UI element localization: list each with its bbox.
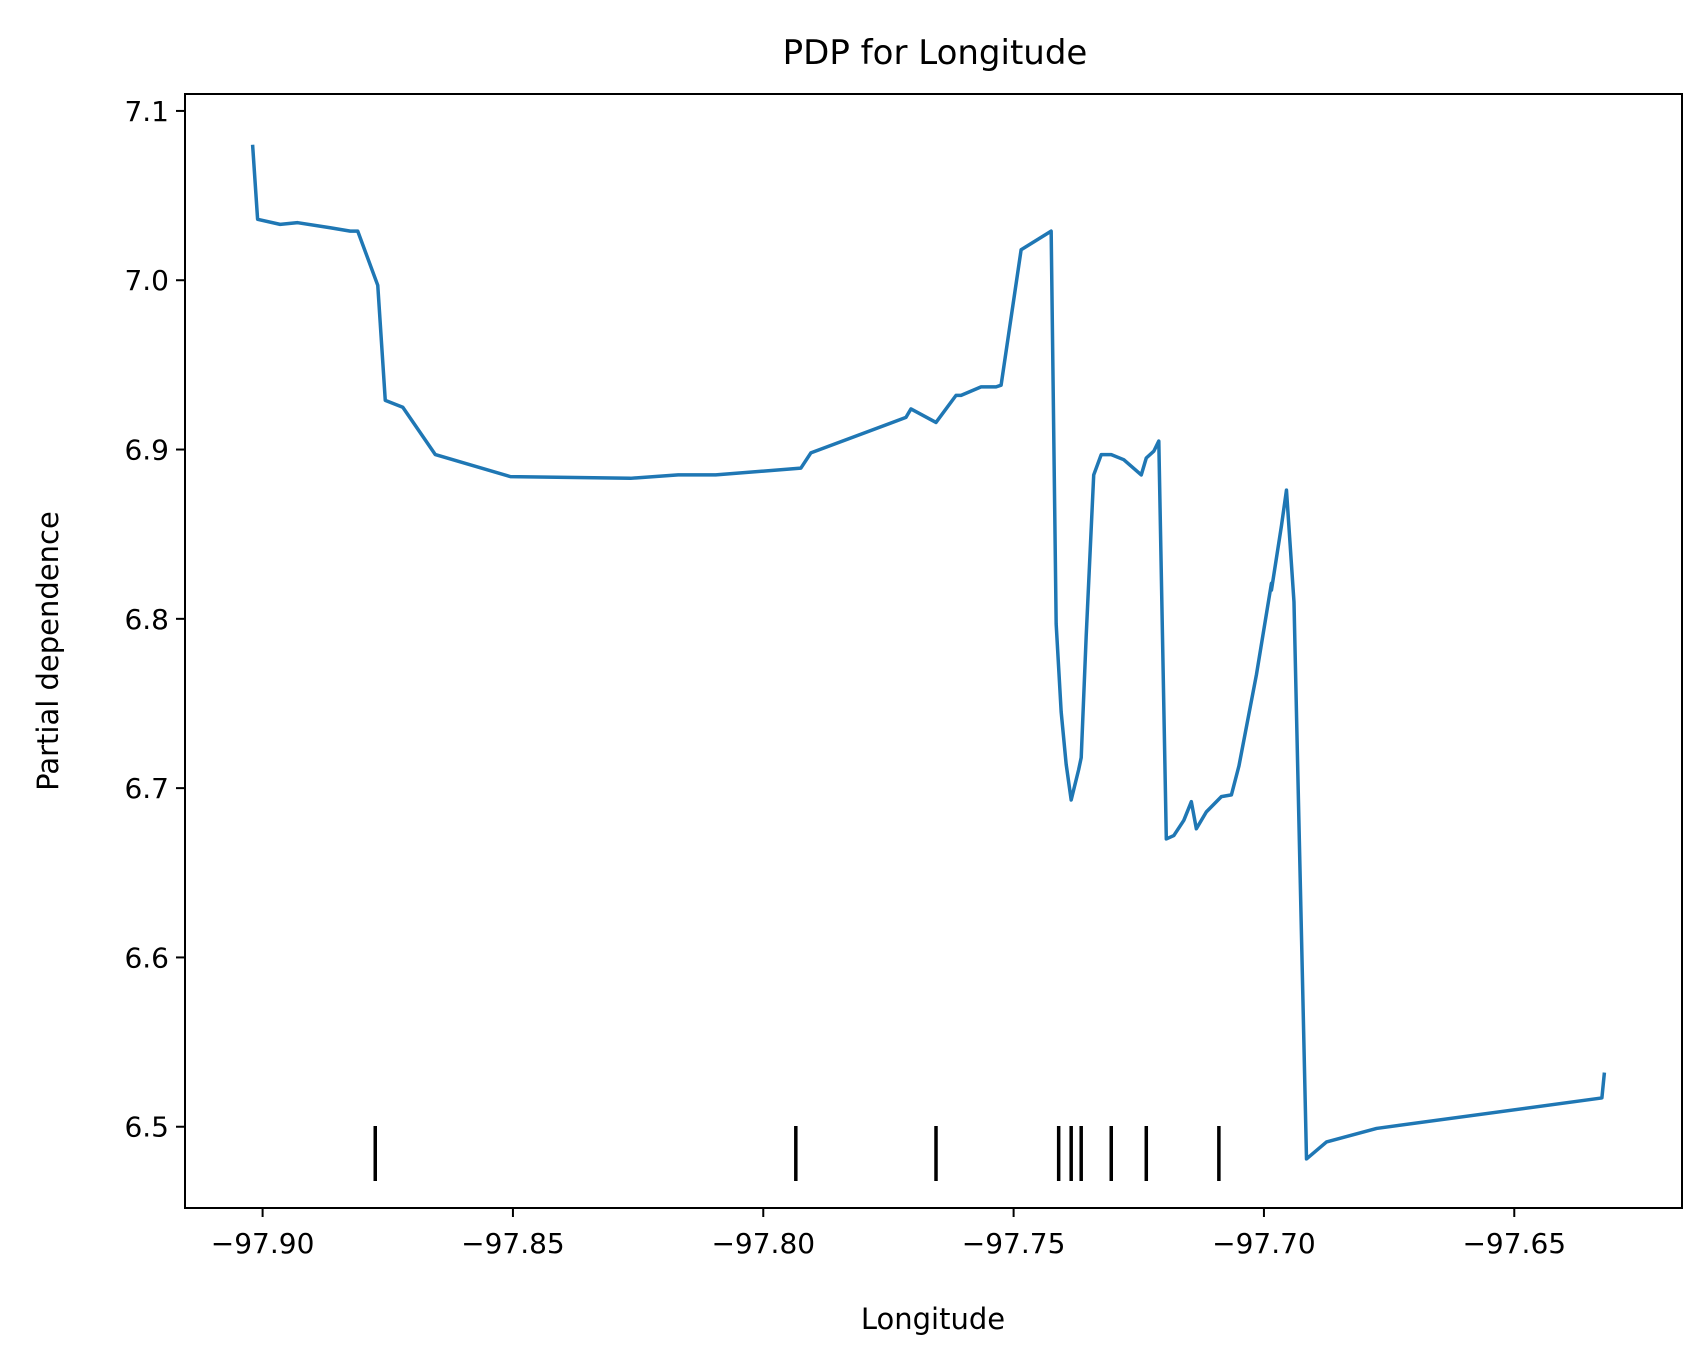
y-tick-label: 7.1 [124, 95, 169, 128]
x-tick-label: −97.80 [711, 1227, 815, 1260]
x-tick-label: −97.75 [962, 1227, 1066, 1260]
plot-frame [184, 93, 1683, 1209]
y-axis: 6.5 6.6 6.7 6.8 6.9 7.0 7.1 [124, 95, 185, 1144]
y-axis-label: Partial dependence [31, 511, 65, 791]
y-tick-label: 6.8 [124, 603, 169, 636]
x-tick-label: −97.85 [461, 1227, 565, 1260]
x-tick-label: −97.90 [211, 1227, 315, 1260]
y-tick-label: 6.9 [124, 434, 169, 467]
series-line [250, 144, 1607, 1161]
x-axis-label: Longitude [861, 1302, 1005, 1336]
y-tick-label: 7.0 [124, 264, 169, 297]
y-tick-label: 6.5 [124, 1111, 169, 1144]
x-axis: −97.90 −97.85 −97.80 −97.75 −97.70 −97.65 [211, 1208, 1566, 1260]
y-tick-label: 6.6 [124, 941, 169, 974]
plot-area [250, 144, 1607, 1181]
y-tick-label: 6.7 [124, 772, 169, 805]
chart-title: PDP for Longitude [783, 33, 1088, 73]
x-tick-label: −97.65 [1462, 1227, 1566, 1260]
x-tick-label: −97.70 [1212, 1227, 1316, 1260]
